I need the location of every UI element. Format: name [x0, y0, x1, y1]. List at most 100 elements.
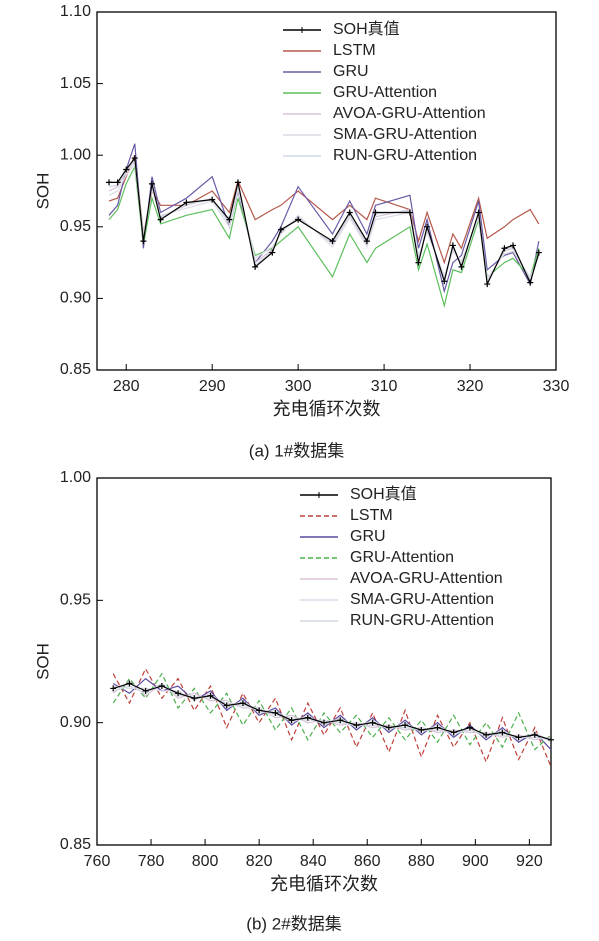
x-tick-label: 760	[84, 853, 111, 870]
point-marker	[484, 281, 491, 288]
legend-label: GRU	[333, 63, 369, 80]
series-line	[112, 667, 552, 767]
y-axis-label: SOH	[33, 643, 52, 680]
point-marker	[277, 226, 284, 233]
legend-label: SOH真值	[350, 485, 417, 503]
point-marker	[466, 724, 473, 731]
legend-label: GRU	[350, 528, 386, 545]
y-axis-label: SOH	[33, 173, 52, 210]
point-marker	[483, 731, 490, 738]
point-marker	[256, 707, 263, 714]
legend-label: GRU-Attention	[350, 549, 454, 566]
point-marker	[510, 242, 517, 249]
series-line	[108, 154, 540, 265]
y-tick-label: 0.90	[60, 290, 91, 307]
legend-label: RUN-GRU-Attention	[333, 147, 477, 164]
point-marker	[329, 238, 336, 245]
y-tick-label: 1.10	[60, 3, 91, 20]
point-marker	[183, 199, 190, 206]
point-marker	[142, 687, 149, 694]
point-marker	[346, 209, 353, 216]
legend-marker	[316, 492, 322, 498]
point-marker	[434, 724, 441, 731]
series-line	[108, 159, 540, 284]
point-marker	[209, 196, 216, 203]
point-marker	[499, 729, 506, 736]
point-marker	[223, 702, 230, 709]
x-tick-label: 800	[192, 853, 219, 870]
legend-label: SMA-GRU-Attention	[333, 126, 477, 143]
point-marker	[458, 263, 465, 270]
legend-marker	[299, 27, 305, 33]
point-marker	[449, 242, 456, 249]
point-marker	[418, 727, 425, 734]
x-tick-label: 820	[246, 853, 273, 870]
point-marker	[126, 680, 133, 687]
caption: (b) 2#数据集	[246, 914, 341, 933]
point-marker	[363, 238, 370, 245]
series-line	[113, 682, 552, 741]
point-marker	[295, 216, 302, 223]
series-line	[112, 680, 552, 741]
point-marker	[415, 259, 422, 266]
legend-label: LSTM	[350, 507, 393, 524]
x-tick-label: 310	[371, 378, 398, 395]
y-tick-label: 1.05	[60, 75, 91, 92]
y-tick-label: 0.85	[60, 836, 91, 853]
point-marker	[548, 736, 554, 743]
y-tick-label: 0.85	[60, 361, 91, 378]
legend-label: RUN-GRU-Attention	[350, 612, 494, 629]
point-marker	[527, 279, 534, 286]
point-marker	[450, 729, 457, 736]
point-marker	[239, 700, 246, 707]
point-marker	[149, 180, 156, 187]
legend-label: AVOA-GRU-Attention	[350, 570, 503, 587]
y-tick-label: 1.00	[60, 469, 91, 486]
point-marker	[406, 209, 413, 216]
y-tick-label: 0.90	[60, 714, 91, 731]
legend-label: SMA-GRU-Attention	[350, 591, 494, 608]
point-marker	[234, 179, 241, 186]
y-tick-label: 1.00	[60, 146, 91, 163]
point-marker	[272, 709, 279, 716]
point-marker	[106, 179, 113, 186]
point-marker	[140, 238, 147, 245]
point-marker	[515, 734, 522, 741]
x-tick-label: 880	[408, 853, 435, 870]
series-line	[112, 672, 552, 751]
point-marker	[372, 209, 379, 216]
point-marker	[114, 179, 121, 186]
point-marker	[288, 717, 295, 724]
legend-label: AVOA-GRU-Attention	[333, 105, 486, 122]
legend-label: LSTM	[333, 42, 376, 59]
series-line	[108, 143, 540, 294]
point-marker	[269, 249, 276, 256]
point-marker	[157, 216, 164, 223]
point-marker	[304, 714, 311, 721]
plot-frame	[96, 477, 552, 846]
x-tick-label: 280	[113, 378, 140, 395]
plot-frame	[96, 11, 557, 371]
x-tick-label: 300	[285, 378, 312, 395]
x-tick-label: 320	[457, 378, 484, 395]
x-axis-label: 充电循环次数	[273, 399, 381, 419]
point-marker	[123, 166, 130, 173]
point-marker	[402, 722, 409, 729]
x-tick-label: 860	[354, 853, 381, 870]
point-marker	[337, 717, 344, 724]
point-marker	[535, 249, 542, 256]
series-line	[113, 685, 552, 743]
point-marker	[175, 690, 182, 697]
point-marker	[531, 731, 538, 738]
x-axis-label: 充电循环次数	[270, 874, 378, 894]
point-marker	[252, 263, 259, 270]
point-marker	[353, 722, 360, 729]
x-tick-label: 330	[543, 378, 570, 395]
point-marker	[131, 155, 138, 162]
x-tick-label: 920	[516, 853, 543, 870]
series-line	[112, 677, 552, 751]
x-tick-label: 840	[300, 853, 327, 870]
point-marker	[369, 719, 376, 726]
point-marker	[158, 682, 165, 689]
